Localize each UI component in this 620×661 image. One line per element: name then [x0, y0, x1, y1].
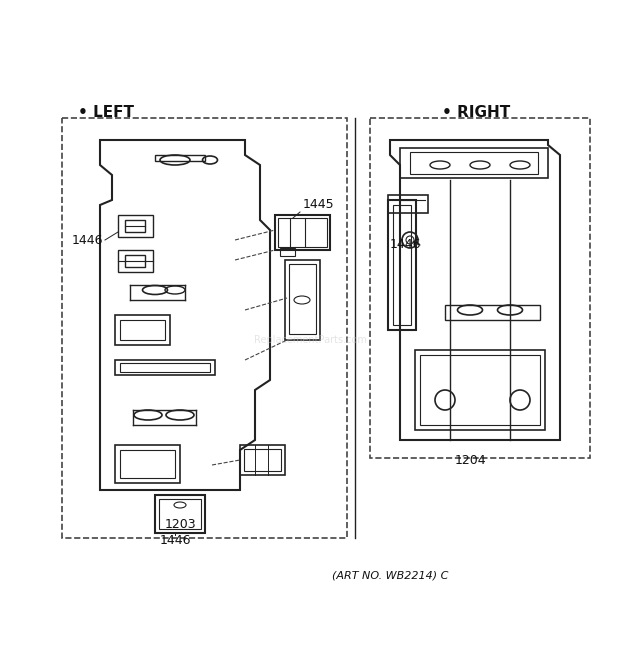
Bar — [118, 215, 153, 237]
Bar — [155, 155, 205, 161]
Bar — [400, 148, 548, 178]
Bar — [289, 264, 316, 334]
Bar — [120, 450, 175, 478]
Bar — [278, 218, 327, 247]
Bar — [388, 195, 428, 213]
Text: • RIGHT: • RIGHT — [441, 105, 510, 120]
Bar — [155, 495, 205, 533]
Bar — [285, 260, 320, 340]
Bar — [240, 445, 285, 475]
Bar — [120, 363, 210, 372]
Text: 1204: 1204 — [454, 453, 486, 467]
Text: 1203: 1203 — [164, 518, 196, 531]
Bar — [280, 248, 295, 256]
Text: • LEFT: • LEFT — [78, 105, 134, 120]
Bar — [125, 220, 145, 232]
Text: 1446: 1446 — [390, 239, 422, 251]
Bar — [115, 315, 170, 345]
Bar — [370, 118, 590, 458]
Bar — [388, 200, 416, 330]
Bar — [62, 118, 347, 538]
Bar — [275, 215, 330, 250]
Bar — [120, 320, 165, 340]
Bar — [410, 152, 538, 174]
Bar — [420, 355, 540, 425]
Text: (ART NO. WB2214) C: (ART NO. WB2214) C — [332, 570, 448, 580]
Bar — [159, 499, 201, 529]
Text: 1446: 1446 — [72, 233, 104, 247]
Bar — [445, 305, 540, 320]
Bar — [125, 255, 145, 267]
Text: 1445: 1445 — [303, 198, 335, 212]
Text: ReplacementParts.com: ReplacementParts.com — [254, 335, 366, 345]
Bar — [393, 205, 411, 325]
Bar — [115, 445, 180, 483]
Bar — [415, 350, 545, 430]
Text: 1446: 1446 — [160, 533, 192, 547]
Bar — [118, 250, 153, 272]
Bar — [244, 449, 281, 471]
Bar — [115, 360, 215, 375]
